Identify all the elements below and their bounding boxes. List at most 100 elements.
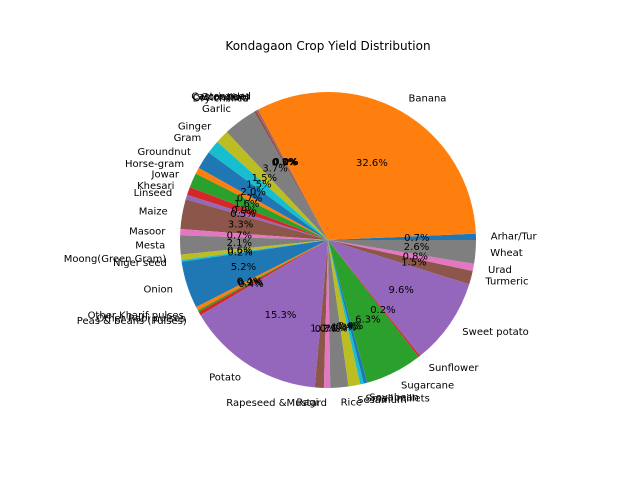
category-label-khesari: Khesari xyxy=(137,181,174,192)
pie-slice-ragi xyxy=(314,240,328,388)
pie-slice-rapeseed-mustard xyxy=(323,240,331,388)
pie-slice-other-kharif-pulses xyxy=(196,240,328,311)
percent-label-horse-gram: 0.7% xyxy=(237,194,262,205)
pie-slice-soyabean xyxy=(328,240,368,384)
pie-slice-rice xyxy=(328,240,349,388)
percent-label-urad: 0.8% xyxy=(403,251,428,262)
percent-label-moong-green-gram: 0.6% xyxy=(227,245,252,256)
percent-label-sweet-potato: 9.6% xyxy=(388,285,413,296)
percent-label-garlic: 3.7% xyxy=(262,164,287,175)
category-label-turmeric: Turmeric xyxy=(484,276,528,287)
percent-label-mesta: 2.1% xyxy=(227,238,252,249)
category-label-garlic: Garlic xyxy=(202,104,231,115)
percent-labels: 0.7%32.6%0.0%0.1%0.0%0.3%3.7%1.5%1.5%2.0… xyxy=(227,157,430,335)
percent-label-jowar: 1.6% xyxy=(234,199,259,210)
pie-slice-urad xyxy=(328,240,475,271)
pie-slices xyxy=(180,92,476,388)
pie-slice-horse-gram xyxy=(195,167,328,240)
pie-slice-groundnut xyxy=(198,152,328,240)
percent-label-small-millets: 0.4% xyxy=(336,321,361,332)
percent-label-cotton-lint: 0.0% xyxy=(272,157,297,168)
percent-label-sugarcane: 6.3% xyxy=(355,314,380,325)
category-label-castor-seed: Castor seed xyxy=(191,92,251,103)
percent-label-sunflower: 0.2% xyxy=(370,305,395,316)
category-label-mesta: Mesta xyxy=(135,241,165,252)
pie-slice-gram xyxy=(208,141,328,240)
pie-slice-other-rabi-pulses xyxy=(197,240,328,313)
percent-label-other-kharif-pulses: 0.4% xyxy=(237,276,262,287)
category-label-maize: Maize xyxy=(139,206,168,217)
category-label-urad: Urad xyxy=(488,265,512,276)
category-label-dry-chillies: Dry chillies xyxy=(193,93,248,104)
category-label-masoor: Masoor xyxy=(129,226,166,237)
category-label-coriander: Coriander xyxy=(201,92,251,103)
category-label-sunflower: Sunflower xyxy=(429,363,480,374)
percent-label-niger-seed: 0.2% xyxy=(227,248,252,259)
percent-label-groundnut: 2.0% xyxy=(240,187,265,198)
pie-slice-coriander xyxy=(256,109,328,240)
category-label-potato: Potato xyxy=(209,373,241,384)
percent-label-arhar-tur: 0.7% xyxy=(404,233,429,244)
category-label-rapeseed-mustard: Rapeseed &Mustard xyxy=(226,398,327,409)
percent-label-maize: 3.3% xyxy=(228,219,253,230)
percent-label-peas-beans-pulses: 0.4% xyxy=(238,279,263,290)
percent-label-rapeseed-mustard: 0.7% xyxy=(315,324,340,335)
pie-slice-sweet-potato xyxy=(328,240,470,356)
percent-label-gram: 1.5% xyxy=(246,179,271,190)
category-label-arhar-tur: Arhar/Tur xyxy=(491,232,538,243)
category-label-wheat: Wheat xyxy=(490,248,523,259)
pie-slice-jowar xyxy=(189,173,328,240)
pie-slice-peas-beans-pulses xyxy=(198,240,328,316)
pie-slice-masoor xyxy=(180,229,328,240)
pie-slice-niger-seed xyxy=(181,240,328,262)
percent-label-castor-seed: 0.0% xyxy=(273,157,298,168)
pie-slice-banana xyxy=(258,92,476,240)
category-label-rice: Rice xyxy=(341,397,362,408)
pie-slice-wheat xyxy=(328,240,476,264)
pie-slice-arhar-tur xyxy=(328,233,476,240)
category-label-jowar: Jowar xyxy=(151,169,180,180)
pie-slice-moong-green-gram xyxy=(180,240,328,261)
category-label-banana: Banana xyxy=(409,94,447,105)
category-label-horse-gram: Horse-gram xyxy=(125,159,184,170)
category-label-groundnut: Groundnut xyxy=(138,147,191,158)
percent-label-khesari: 0.9% xyxy=(231,206,256,217)
pie-slice-maize xyxy=(180,199,328,240)
category-label-niger-seed: Niger seed xyxy=(113,258,167,269)
percent-label-wheat: 2.6% xyxy=(404,242,429,253)
pie-slice-garlic xyxy=(226,111,328,240)
category-label-peas-beans-pulses: Peas & beans (Pulses) xyxy=(77,316,187,327)
category-label-gram: Gram xyxy=(174,133,202,144)
pie-slice-potato xyxy=(200,240,328,388)
pie-slice-small-millets xyxy=(328,240,364,385)
pie-slice-sesamum xyxy=(328,240,361,387)
pie-slice-cotton-lint xyxy=(256,110,328,240)
percent-label-turmeric: 1.5% xyxy=(401,258,426,269)
chart-title: Kondagaon Crop Yield Distribution xyxy=(225,39,430,53)
percent-label-sesamum: 1.3% xyxy=(331,322,356,333)
category-label-ragi: Ragi xyxy=(296,398,318,409)
pie-slice-castor-seed xyxy=(257,109,328,240)
pie-slice-mesta xyxy=(180,235,328,255)
percent-label-coriander: 0.1% xyxy=(273,157,298,168)
category-label-soyabean: Soyabean xyxy=(369,392,418,403)
category-label-cotton-lint: Cotton(lint) xyxy=(192,92,249,103)
percent-label-other-rabi-pulses: 0.2% xyxy=(237,278,262,289)
category-label-sweet-potato: Sweet potato xyxy=(462,327,528,338)
pie-slice-ginger xyxy=(217,132,328,240)
pie-slice-turmeric xyxy=(328,240,473,285)
category-label-onion: Onion xyxy=(144,285,173,296)
category-label-linseed: Linseed xyxy=(134,188,173,199)
category-labels: Arhar/Tur Banana Castor seedCorianderCotto… xyxy=(64,92,538,409)
pie-slice-dry-chillies xyxy=(254,110,328,240)
percent-label-rice: 2.0% xyxy=(322,324,347,335)
pie-slice-onion xyxy=(181,240,328,308)
category-label-other-rabi-pulses: Other Rabi pulses xyxy=(97,313,186,324)
percent-label-linseed: 0.5% xyxy=(230,209,255,220)
pie-slice-linseed xyxy=(185,194,328,240)
percent-label-soyabean: 0.4% xyxy=(338,321,363,332)
category-label-sugarcane: Sugarcane xyxy=(401,381,454,392)
category-label-ginger: Ginger xyxy=(178,122,212,133)
percent-label-ginger: 1.5% xyxy=(252,173,277,184)
